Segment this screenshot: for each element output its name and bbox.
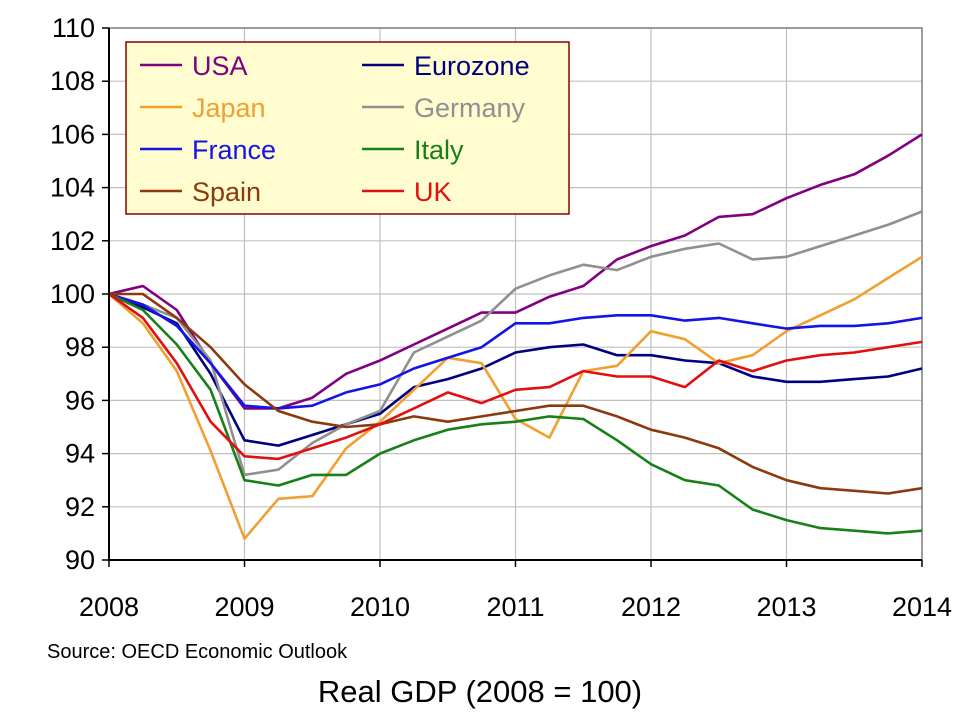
series-line-france — [108, 292, 923, 410]
y-tick-label: 104 — [50, 173, 95, 203]
x-tick-label: 2014 — [892, 592, 952, 622]
series-line-germany — [108, 210, 923, 477]
x-tick-label: 2011 — [486, 592, 544, 622]
legend-label-uk: UK — [414, 177, 452, 207]
legend-label-france: France — [192, 135, 276, 165]
legend-box — [125, 41, 570, 215]
legend-label-japan: Japan — [192, 93, 266, 123]
series-lines — [108, 133, 923, 541]
series-line-spain — [109, 292, 923, 495]
y-tick-label: 102 — [50, 226, 95, 256]
legend: USA Eurozone Japan Germany France Italy Spain U… — [125, 41, 570, 215]
series-line-eurozone — [108, 292, 923, 447]
legend-label-usa: USA — [192, 51, 248, 81]
source-note: Source: OECD Economic Outlook — [47, 641, 348, 663]
legend-label-eurozone: Eurozone — [414, 51, 530, 81]
series-line-uk — [108, 292, 923, 461]
y-tick-label: 100 — [50, 279, 95, 309]
legend-label-italy: Italy — [414, 135, 464, 165]
x-tick-label: 2008 — [79, 592, 139, 622]
y-tick-label: 98 — [65, 332, 95, 362]
chart-caption: Real GDP (2008 = 100) — [317, 674, 643, 709]
axes: 90 92 94 96 98 100 102 104 106 108 110 2008 2009 2010… — [50, 13, 952, 622]
y-tick-label: 96 — [65, 385, 95, 415]
series-line-japan — [108, 255, 923, 541]
y-tick-label: 108 — [50, 66, 95, 96]
legend-label-germany: Germany — [414, 93, 526, 123]
y-tick-label: 106 — [50, 119, 95, 149]
series-line-usa — [108, 133, 923, 410]
y-tick-label: 94 — [65, 439, 95, 469]
x-tick-label: 2009 — [214, 592, 274, 622]
y-tick-label: 110 — [52, 13, 95, 43]
x-tick-label: 2013 — [756, 592, 816, 622]
x-tick-label: 2012 — [621, 592, 681, 622]
legend-label-spain: Spain — [192, 177, 261, 207]
x-tick-label: 2010 — [350, 592, 410, 622]
y-tick-label: 90 — [65, 545, 95, 575]
series-line-italy — [108, 292, 923, 535]
y-tick-label: 92 — [65, 492, 95, 522]
